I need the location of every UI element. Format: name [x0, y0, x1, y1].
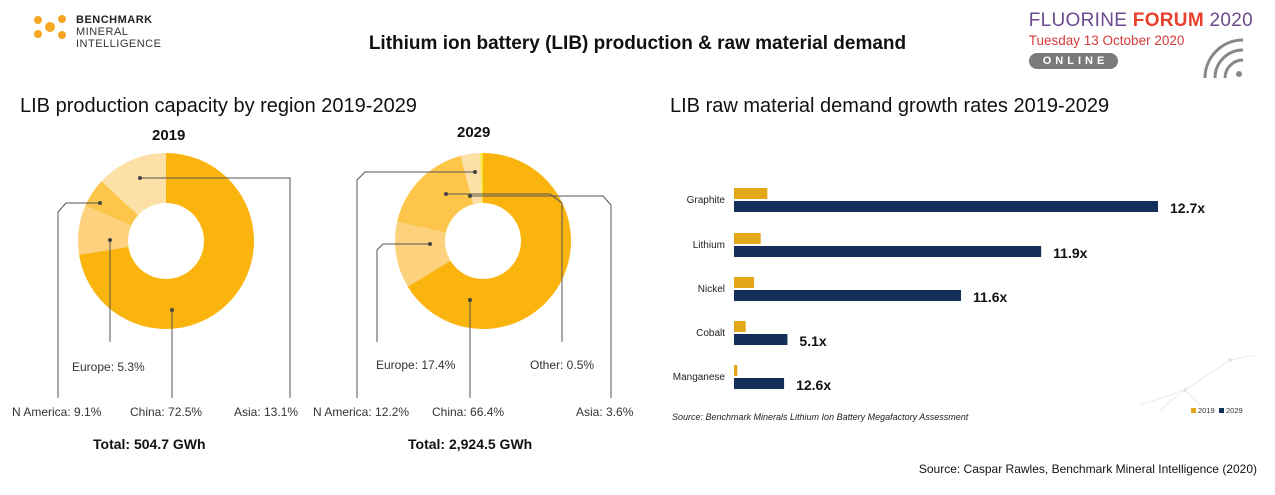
forum-name-part-c: 2020: [1203, 10, 1253, 31]
growth-bar-chart: Graphite 12.7x Lithium 11.9x Nickel 11.6x Coba…: [672, 188, 1256, 422]
pie-2029-label-europe: Europe: 17.4%: [376, 358, 456, 372]
bar-2029-cobalt: [734, 334, 788, 345]
pie-2029: [395, 153, 571, 329]
logo-text-line3: INTELLIGENCE: [76, 38, 162, 50]
growth-label-cobalt: 5.1x: [799, 333, 826, 349]
network-decoration: [1139, 354, 1256, 411]
right-section-title: LIB raw material demand growth rates 201…: [670, 95, 1110, 117]
benchmark-logo-icon: [34, 15, 66, 39]
pie-2019: [78, 153, 254, 329]
pie-2029-label-china: China: 66.4%: [432, 405, 505, 419]
category-label-graphite: Graphite: [687, 195, 726, 206]
category-label-nickel: Nickel: [698, 284, 725, 295]
page-title: Lithium ion battery (LIB) production & r…: [368, 33, 907, 54]
left-section-title: LIB production capacity by region 2019-2…: [20, 95, 417, 117]
bar-2019-manganese: [734, 365, 738, 376]
forum-name-part-b: FORUM: [1132, 10, 1204, 31]
donut-hole: [445, 203, 521, 279]
event-badge: FLUORINE FORUM 2020 Tuesday 13 October 2…: [1028, 10, 1253, 79]
bar-2019-graphite: [734, 188, 768, 199]
growth-label-lithium: 11.9x: [1053, 245, 1087, 261]
category-label-lithium: Lithium: [693, 240, 725, 251]
pie-2019-label-asia: Asia: 13.1%: [234, 405, 299, 419]
pie-2019-label-namerica: N America: 9.1%: [12, 405, 102, 419]
online-badge: ONLINE: [1028, 53, 1119, 69]
legend-2019-swatch: [1191, 408, 1196, 413]
source-note: Source: Caspar Rawles, Benchmark Mineral…: [918, 462, 1257, 476]
wifi-icon: [1203, 38, 1243, 79]
leader-lines: [57, 171, 612, 398]
pie-2029-total: Total: 2,924.5 GWh: [408, 436, 533, 452]
forum-name-part-a: FLUORINE: [1028, 10, 1133, 31]
donut-hole: [128, 203, 204, 279]
donut-charts: [57, 153, 612, 398]
bar-chart-legend: 2019 2029: [1191, 406, 1243, 415]
bars: Graphite 12.7x Lithium 11.9x Nickel 11.6x Coba…: [673, 188, 1205, 393]
logo-text-line1: BENCHMARK: [76, 14, 153, 26]
logo-text-line2: MINERAL: [76, 26, 129, 38]
category-label-manganese: Manganese: [673, 372, 726, 383]
pie-2019-title: 2019: [152, 127, 186, 144]
bar-2029-graphite: [734, 201, 1158, 212]
bar-2029-nickel: [734, 290, 962, 301]
growth-label-manganese: 12.6x: [796, 377, 831, 393]
leader-dots: [98, 170, 477, 312]
legend-2029-label: 2029: [1226, 406, 1243, 415]
forum-name: FLUORINE FORUM 2020: [1029, 10, 1253, 32]
growth-label-graphite: 12.7x: [1170, 200, 1205, 216]
pie-2019-label-europe: Europe: 5.3%: [72, 360, 145, 374]
legend-2029-swatch: [1219, 408, 1224, 413]
bar-2019-lithium: [734, 233, 761, 244]
pie-2029-label-other: Other: 0.5%: [530, 358, 595, 372]
category-label-cobalt: Cobalt: [696, 328, 725, 339]
pie-2019-label-china: China: 72.5%: [130, 405, 203, 419]
bar-2019-cobalt: [734, 321, 746, 332]
forum-date: Tuesday 13 October 2020: [1028, 33, 1185, 48]
bar-chart-note: Source: Benchmark Minerals Lithium Ion B…: [672, 412, 969, 422]
pie-2029-label-namerica: N America: 12.2%: [313, 405, 410, 419]
pie-2029-label-asia: Asia: 3.6%: [576, 405, 634, 419]
bar-2019-nickel: [734, 277, 755, 288]
bar-2029-manganese: [734, 378, 785, 389]
pie-2019-total: Total: 504.7 GWh: [93, 436, 206, 452]
bar-2029-lithium: [734, 246, 1042, 257]
legend-2019-label: 2019: [1198, 406, 1215, 415]
growth-label-nickel: 11.6x: [973, 289, 1007, 305]
pie-2029-title: 2029: [457, 124, 491, 141]
